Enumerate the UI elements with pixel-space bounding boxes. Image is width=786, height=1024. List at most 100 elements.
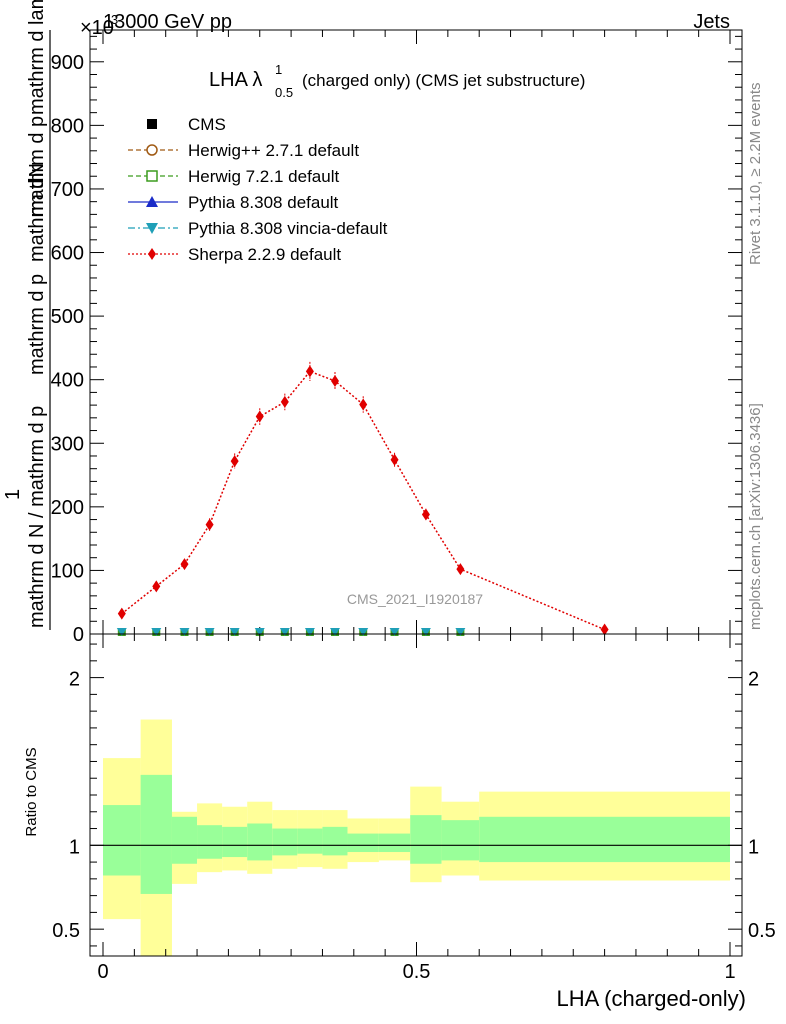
legend-marker-square-open (146, 170, 158, 182)
legend-label: Herwig++ 2.7.1 default (188, 141, 359, 160)
ylabel-one: 1 (2, 489, 24, 500)
main-axes: 0 100 200 300 400 500 600 700 800 900 (51, 30, 742, 646)
sherpa-point (117, 607, 126, 620)
legend-label: Sherpa 2.2.9 default (188, 245, 341, 264)
ratio-inner-band (322, 826, 348, 856)
x-tick-label: 0 (97, 961, 108, 983)
near-zero-marker-vincia (279, 628, 290, 636)
legend-label: Pythia 8.308 default (188, 193, 339, 212)
ylabel-numerator-dp: mathrm d p (26, 116, 48, 217)
x-tick-label: 0.5 (403, 961, 431, 983)
sherpa-point (152, 580, 161, 593)
main-y-axis-label: mathrm dN mathrm d p mathrm d lambda mat… (2, 0, 51, 630)
near-zero-marker-vincia (389, 628, 400, 636)
ratio-axes: 0.5 0.5 1 1 2 2 0 0.5 1 (52, 634, 776, 983)
legend: CMS Herwig++ 2.7.1 default Herwig 7.2.1 de… (128, 115, 388, 264)
near-zero-marker-vincia (116, 628, 127, 636)
watermark: CMS_2021_I1920187 (347, 591, 483, 607)
ratio-inner-band (272, 828, 298, 856)
exponent-power: 3 (111, 12, 118, 27)
legend-label: Herwig 7.2.1 default (188, 167, 339, 186)
near-zero-marker-vincia (204, 628, 215, 636)
sherpa-point (359, 398, 368, 411)
ratio-ytick-label: 0.5 (52, 920, 80, 942)
legend-item-3: Pythia 8.308 default (128, 193, 339, 212)
ratio-inner-band (479, 816, 730, 863)
main-ytick-label: 400 (51, 370, 84, 392)
main-ytick-label: 900 (51, 52, 84, 74)
main-ytick-label: 600 (51, 243, 84, 265)
ylabel-denominator-dp: mathrm d p (26, 274, 48, 375)
sherpa-point (280, 395, 289, 408)
header-left: 13000 GeV pp (103, 11, 232, 33)
legend-item-1: Herwig++ 2.7.1 default (128, 141, 359, 160)
near-zero-marker-vincia (254, 628, 265, 636)
main-series (116, 361, 609, 636)
ratio-frame (89, 633, 743, 957)
ylabel-denominator: mathrm d N / mathrm d p (26, 406, 48, 628)
legend-marker-diamond (148, 248, 156, 260)
exponent-label: ×10 (80, 17, 114, 39)
legend-marker-circle (146, 144, 158, 156)
ratio-inner-band (378, 833, 411, 853)
main-ytick-label: 800 (51, 115, 84, 137)
legend-marker-triangle-down (146, 223, 158, 234)
sherpa-point (390, 453, 399, 466)
ratio-y-label: Ratio to CMS (23, 747, 40, 836)
title-subscript: 0.5 (275, 85, 293, 100)
sherpa-point (230, 455, 239, 468)
legend-marker-square (147, 119, 157, 129)
near-zero-marker-vincia (229, 628, 240, 636)
header-right: Jets (693, 11, 730, 33)
ratio-ytick-label: 1 (69, 836, 80, 858)
rivet-label: Rivet 3.1.10, ≥ 2.2M events (747, 83, 764, 266)
legend-label: Pythia 8.308 vincia-default (188, 219, 388, 238)
near-zero-marker-vincia (329, 628, 340, 636)
sherpa-point (255, 410, 264, 423)
main-ytick-label: 200 (51, 497, 84, 519)
ratio-ytick-label: 2 (69, 669, 80, 691)
ratio-inner-band (103, 805, 141, 876)
sherpa-point (305, 365, 314, 378)
near-zero-marker-vincia (151, 628, 162, 636)
sherpa-point (180, 558, 189, 571)
title-superscript: 1 (275, 62, 282, 77)
legend-marker-triangle-up (146, 196, 158, 207)
main-ytick-label: 300 (51, 433, 84, 455)
ylabel-numerator-dlambda: mathrm d lambda (26, 0, 48, 115)
ratio-inner-band (140, 774, 172, 894)
ratio-ytick-label-right: 2 (748, 669, 759, 691)
mcplots-label: mcplots.cern.ch [arXiv:1306.3436] (747, 403, 764, 630)
ratio-inner-band (171, 816, 198, 864)
ratio-bands (90, 719, 742, 956)
ratio-inner-band (410, 815, 442, 864)
near-zero-marker-vincia (420, 628, 431, 636)
legend-item-0: CMS (147, 115, 226, 134)
ratio-inner-band (297, 828, 323, 854)
near-zero-marker-vincia (455, 628, 466, 636)
ratio-inner-band (347, 833, 379, 853)
plot-title: LHA λ 1 0.5 (charged only) (CMS jet subs… (209, 62, 585, 100)
ratio-ytick-label-right: 0.5 (748, 920, 776, 942)
title-suffix: (charged only) (CMS jet substructure) (302, 71, 585, 90)
ratio-inner-band (197, 825, 223, 859)
main-ytick-label: 700 (51, 179, 84, 201)
x-axis-label: LHA (charged-only) (556, 986, 746, 1011)
legend-item-5: Sherpa 2.2.9 default (128, 245, 341, 264)
ylabel-numerator: mathrm dN (26, 163, 48, 262)
main-ytick-label: 500 (51, 306, 84, 328)
main-ytick-label: 100 (51, 560, 84, 582)
x-tick-label: 1 (724, 961, 735, 983)
ratio-inner-band (247, 823, 273, 861)
ratio-inner-band (222, 826, 248, 858)
sherpa-point (421, 508, 430, 521)
near-zero-marker-vincia (179, 628, 190, 636)
main-ytick-label: 0 (73, 624, 84, 646)
sherpa-point (205, 518, 214, 531)
ratio-inner-band (441, 820, 480, 861)
legend-item-4: Pythia 8.308 vincia-default (128, 219, 388, 238)
legend-item-2: Herwig 7.2.1 default (128, 167, 339, 186)
near-zero-marker-vincia (358, 628, 369, 636)
near-zero-marker-vincia (304, 628, 315, 636)
